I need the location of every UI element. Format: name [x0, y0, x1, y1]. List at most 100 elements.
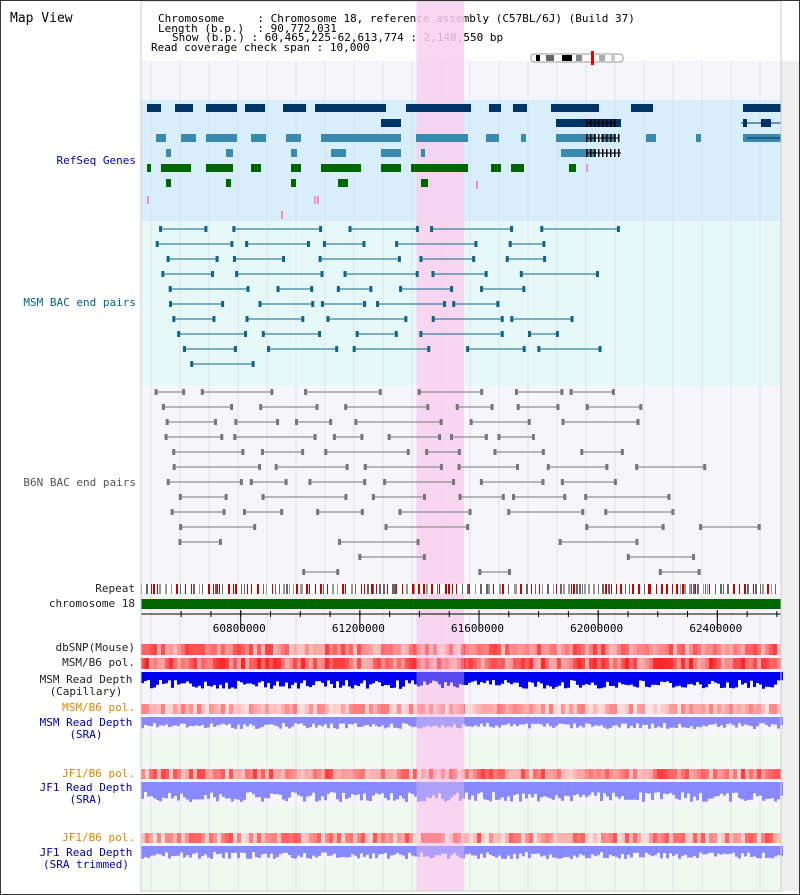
jf1-depth-trim-bar — [267, 846, 270, 858]
msm-depth-cap-bar — [492, 672, 495, 681]
jf1-depth-sra-bar — [474, 782, 477, 801]
ideogram-position-marker — [591, 51, 594, 65]
jf1-depth-trim-bar — [627, 846, 630, 855]
b6n-bac-end-right — [438, 434, 442, 440]
msm-depth-cap-bar — [759, 672, 762, 685]
msm-depth-sra-bar — [333, 717, 336, 729]
dbsnp-strip-cell — [569, 644, 573, 655]
msm-bac-end-left — [348, 226, 352, 232]
jf1-b6-pol-strip-2-cell — [241, 833, 245, 843]
jf1-depth-trim-bar — [147, 846, 150, 859]
msm-depth-cap-bar — [348, 672, 351, 687]
jf1-b6-pol-strip-2-cell — [337, 833, 341, 843]
msm-depth-cap-bar — [240, 672, 243, 683]
jf1-depth-trim-bar — [417, 846, 420, 857]
msm-depth-cap-bar — [153, 672, 156, 688]
msm-b6-pol-strip-1-cell — [417, 658, 421, 669]
jf1-b6-pol-strip-2-cell — [165, 833, 169, 843]
jf1-b6-pol-strip-2-cell — [581, 833, 585, 843]
msm-bac-end-left — [168, 286, 172, 292]
info-coverage-value: 10,000 — [329, 41, 370, 54]
msm-bac-end-right — [306, 241, 310, 247]
msm-b6-pol-strip-2-cell — [297, 704, 301, 714]
repeat-element — [560, 584, 562, 594]
jf1-b6-pol-strip-1-cell — [229, 769, 233, 779]
refseq-gene-0-1 — [175, 104, 193, 112]
msm-b6-pol-strip-2-cell — [733, 704, 737, 714]
repeat-element — [306, 584, 308, 594]
jf1-b6-pol-strip-2-cell — [621, 833, 625, 843]
msm-b6-pol-strip-1-cell — [461, 658, 465, 669]
msm-bac-end-left — [155, 241, 159, 247]
b6n-bac-end-right — [635, 539, 639, 545]
dbsnp-strip-cell — [621, 644, 625, 655]
jf1-depth-sra-bar — [729, 782, 732, 802]
jf1-b6-pol-strip-1-cell — [653, 769, 657, 779]
jf1-depth-trim-bar — [681, 846, 684, 856]
refseq-exon — [618, 134, 620, 142]
jf1-depth-sra-bar — [576, 782, 579, 795]
msm-depth-sra-bar — [735, 717, 738, 728]
jf1-b6-pol-strip-2-cell — [245, 833, 249, 843]
b6n-bac-end-left — [324, 449, 328, 455]
msm-b6-pol-strip-1-cell — [381, 658, 385, 669]
msm-depth-cap-bar — [369, 672, 372, 685]
repeat-element — [556, 584, 557, 594]
jf1-depth-sra-bar — [501, 782, 504, 798]
jf1-b6-pol-strip-2-cell — [525, 833, 529, 843]
repeat-element — [493, 584, 494, 594]
refseq-pseudogene-mark — [586, 164, 588, 172]
jf1-b6-pol-strip-1-cell — [273, 769, 277, 779]
msm-depth-sra-bar — [393, 717, 396, 728]
jf1-b6-pol-strip-2-cell — [545, 833, 549, 843]
label-msm-bac: MSM BAC end pairs — [23, 296, 136, 309]
jf1-b6-pol-strip-1-cell — [477, 769, 481, 779]
msm-depth-cap-bar — [420, 672, 423, 686]
msm-depth-cap-bar — [690, 672, 693, 685]
msm-b6-pol-strip-1-cell — [409, 658, 413, 669]
repeat-element — [367, 584, 369, 594]
jf1-depth-sra-bar — [306, 782, 309, 797]
dbsnp-strip-cell — [677, 644, 681, 655]
jf1-depth-trim-bar — [567, 846, 570, 857]
jf1-b6-pol-strip-1-cell — [361, 769, 365, 779]
msm-bac-end-right — [522, 286, 526, 292]
jf1-depth-sra-bar — [450, 782, 453, 798]
dbsnp-strip-cell — [177, 644, 181, 655]
repeat-element — [215, 584, 217, 594]
jf1-b6-pol-strip-2-cell — [269, 833, 273, 843]
dbsnp-strip-cell — [701, 644, 705, 655]
b6n-bac-end-left — [514, 389, 518, 395]
jf1-b6-pol-strip-1-cell — [165, 769, 169, 779]
jf1-b6-pol-strip-1-cell — [561, 769, 565, 779]
jf1-depth-trim-bar — [585, 846, 588, 859]
repeat-element — [707, 584, 708, 594]
dbsnp-strip-cell — [485, 644, 489, 655]
msm-bac-end-left — [166, 256, 170, 262]
jf1-depth-trim-bar — [243, 846, 246, 853]
msm-b6-pol-strip-1-cell — [437, 658, 441, 669]
jf1-depth-sra-bar — [219, 782, 222, 795]
jf1-depth-trim-bar — [720, 846, 723, 855]
msm-depth-sra-bar — [396, 717, 399, 728]
jf1-depth-sra-bar — [513, 782, 516, 796]
jf1-b6-pol-strip-1-cell — [509, 769, 513, 779]
b6n-bac-end-left — [179, 524, 183, 530]
jf1-depth-sra-bar — [234, 782, 237, 799]
jf1-depth-sra-bar — [663, 782, 666, 794]
msm-depth-cap-bar — [588, 672, 591, 685]
refseq-exon — [598, 119, 600, 127]
repeat-element — [703, 584, 704, 594]
jf1-depth-trim-bar — [297, 846, 300, 856]
jf1-depth-sra-bar — [687, 782, 690, 794]
label-msm-b6-pol-1: MSM/B6 pol. — [62, 656, 135, 669]
dbsnp-strip-cell — [369, 644, 373, 655]
jf1-b6-pol-strip-1-cell — [249, 769, 253, 779]
b6n-bac-end-left — [363, 464, 367, 470]
jf1-depth-trim-bar — [177, 846, 180, 856]
msm-depth-cap-bar — [174, 672, 177, 681]
jf1-depth-trim-bar — [327, 846, 330, 856]
jf1-depth-sra-bar — [690, 782, 693, 802]
msm-depth-cap-bar — [384, 672, 387, 685]
